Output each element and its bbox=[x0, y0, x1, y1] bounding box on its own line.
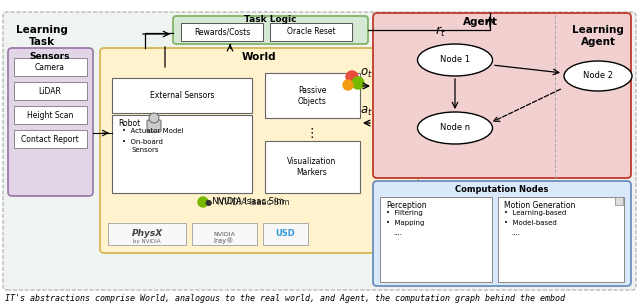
Text: Task Logic: Task Logic bbox=[244, 15, 296, 24]
Text: Sensors: Sensors bbox=[29, 52, 70, 61]
Bar bbox=[112, 115, 252, 193]
Text: Sensors: Sensors bbox=[131, 147, 159, 153]
Text: Camera: Camera bbox=[35, 63, 65, 71]
FancyBboxPatch shape bbox=[373, 181, 631, 286]
Text: Visualization
Markers: Visualization Markers bbox=[287, 157, 337, 177]
FancyBboxPatch shape bbox=[373, 13, 631, 178]
Bar bbox=[14, 58, 87, 76]
Text: PhysX: PhysX bbox=[131, 229, 163, 238]
Circle shape bbox=[346, 71, 358, 83]
Ellipse shape bbox=[417, 44, 493, 76]
Text: NVIDIA: NVIDIA bbox=[213, 232, 235, 237]
Ellipse shape bbox=[417, 112, 493, 144]
Text: Node n: Node n bbox=[440, 124, 470, 132]
Bar bbox=[14, 82, 87, 100]
Bar bbox=[265, 141, 360, 193]
FancyBboxPatch shape bbox=[173, 16, 368, 44]
Text: Passive
Objects: Passive Objects bbox=[298, 86, 326, 106]
Text: Learning
Task: Learning Task bbox=[16, 25, 68, 47]
Text: •  Learning-based: • Learning-based bbox=[504, 210, 566, 216]
Text: $a_t$: $a_t$ bbox=[360, 105, 372, 118]
Text: NVIDIA Isaac Sim: NVIDIA Isaac Sim bbox=[207, 197, 284, 206]
Text: Oracle Reset: Oracle Reset bbox=[287, 27, 335, 37]
Circle shape bbox=[198, 197, 208, 207]
Text: ....: .... bbox=[511, 230, 520, 236]
Text: ⋮: ⋮ bbox=[306, 128, 318, 140]
Bar bbox=[498, 197, 624, 282]
Text: by NVIDIA: by NVIDIA bbox=[133, 240, 161, 245]
Text: External Sensors: External Sensors bbox=[150, 91, 214, 100]
Circle shape bbox=[149, 113, 159, 123]
Text: Motion Generation: Motion Generation bbox=[504, 201, 575, 210]
Text: ....: .... bbox=[393, 230, 402, 236]
Text: $o_t$: $o_t$ bbox=[360, 67, 372, 80]
Bar bbox=[181, 23, 263, 41]
Text: IT's abstractions comprise World, analogous to the real world, and Agent, the co: IT's abstractions comprise World, analog… bbox=[5, 294, 565, 303]
Ellipse shape bbox=[564, 61, 632, 91]
Text: World: World bbox=[242, 52, 276, 62]
Text: LiDAR: LiDAR bbox=[38, 87, 61, 95]
FancyBboxPatch shape bbox=[8, 48, 93, 196]
Bar bbox=[270, 23, 352, 41]
Text: Node 2: Node 2 bbox=[583, 71, 613, 80]
Text: Learning
Agent: Learning Agent bbox=[572, 25, 624, 47]
Bar bbox=[108, 223, 186, 245]
Text: Iray®: Iray® bbox=[214, 238, 234, 244]
Text: USD: USD bbox=[275, 229, 295, 238]
Circle shape bbox=[352, 77, 364, 89]
Text: Agent: Agent bbox=[463, 17, 497, 27]
Text: Contact Report: Contact Report bbox=[21, 135, 79, 144]
FancyBboxPatch shape bbox=[100, 48, 418, 253]
Text: Robot: Robot bbox=[118, 119, 140, 128]
Text: Rewards/Costs: Rewards/Costs bbox=[194, 27, 250, 37]
Text: Perception: Perception bbox=[386, 201, 427, 210]
Text: •  Model-based: • Model-based bbox=[504, 220, 557, 226]
Bar bbox=[263, 223, 308, 245]
FancyBboxPatch shape bbox=[3, 12, 636, 290]
Text: •  Mapping: • Mapping bbox=[386, 220, 424, 226]
FancyBboxPatch shape bbox=[615, 197, 623, 205]
Bar bbox=[265, 73, 360, 118]
Text: ●  NVIDIA Isaac Sim: ● NVIDIA Isaac Sim bbox=[205, 197, 290, 206]
Text: •  Filtering: • Filtering bbox=[386, 210, 423, 216]
Bar bbox=[14, 106, 87, 124]
Text: Node 1: Node 1 bbox=[440, 55, 470, 64]
Circle shape bbox=[343, 80, 353, 90]
Text: $r_t$: $r_t$ bbox=[435, 25, 446, 39]
Bar bbox=[14, 130, 87, 148]
Text: •  On-board: • On-board bbox=[122, 139, 163, 145]
FancyBboxPatch shape bbox=[147, 120, 161, 132]
Bar bbox=[380, 197, 492, 282]
Bar bbox=[112, 78, 252, 113]
Text: Computation Nodes: Computation Nodes bbox=[455, 185, 548, 194]
Text: Height Scan: Height Scan bbox=[27, 111, 73, 120]
Text: •  Actuator Model: • Actuator Model bbox=[122, 128, 184, 134]
Bar bbox=[192, 223, 257, 245]
